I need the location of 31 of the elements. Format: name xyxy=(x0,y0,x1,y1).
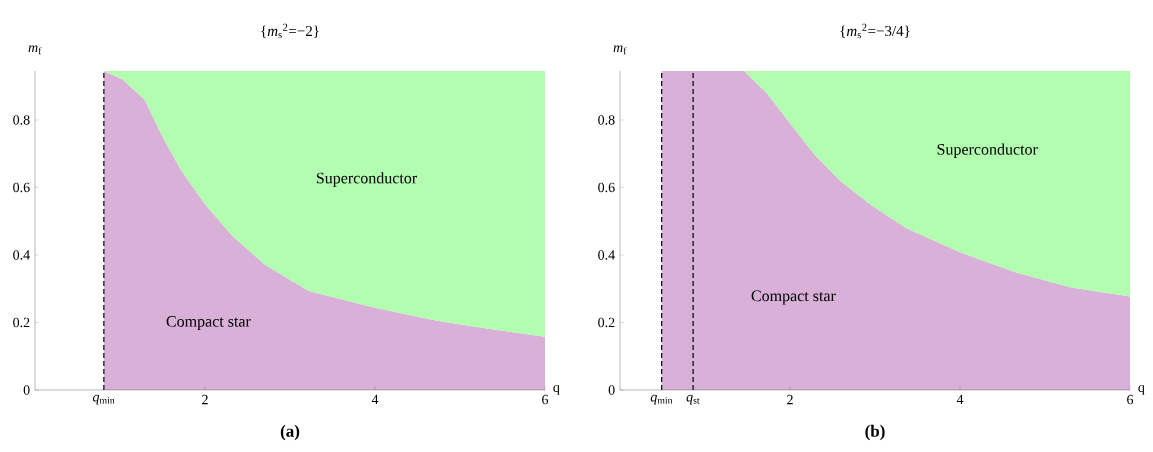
x-tick-label: 2 xyxy=(202,394,208,405)
x-tick-label: 2 xyxy=(787,394,793,405)
series-label: Superconductor xyxy=(316,172,418,187)
x-tick-label: 4 xyxy=(371,394,379,405)
x-tick-label: 6 xyxy=(542,394,549,405)
y-tick-label: 0.2 xyxy=(13,317,30,328)
chart-title: {m$_{s}$$^{2}$=−2} xyxy=(261,23,319,39)
text: (b) xyxy=(865,424,885,441)
series-label: Compact star xyxy=(166,316,251,331)
y-tick-label: 0 xyxy=(23,385,30,395)
y-tick-label: 0.6 xyxy=(598,182,615,193)
chart-title: {m$_{s}$$^{2}$=−3/4} xyxy=(840,23,910,39)
y-tick-label: 0.8 xyxy=(13,115,30,125)
text: (a) xyxy=(280,424,300,441)
x-tick-label: q$_{st}$ xyxy=(686,394,700,405)
y-tick-label: 0 xyxy=(608,385,615,395)
y-tick-label: 0.2 xyxy=(598,317,615,328)
y-tick-label: 0.6 xyxy=(13,182,30,193)
x-axis-title: q xyxy=(1138,385,1145,395)
x-tick-label: 4 xyxy=(956,394,964,405)
y-tick-label: 0.8 xyxy=(598,115,615,125)
series-label: Superconductor xyxy=(937,143,1038,158)
y-axis-title: m$_{f}$ xyxy=(28,45,42,55)
x-axis-title: q xyxy=(553,385,560,395)
x-tick-label: q$_{min}$ xyxy=(92,394,115,405)
y-tick-label: 0.4 xyxy=(598,250,615,260)
y-axis-title: m$_{f}$ xyxy=(613,45,627,55)
series-label: Compact star xyxy=(751,290,836,305)
x-tick-label: q$_{min}$ xyxy=(650,394,673,405)
y-tick-label: 0.4 xyxy=(13,250,30,260)
x-tick-label: 6 xyxy=(1127,394,1134,405)
